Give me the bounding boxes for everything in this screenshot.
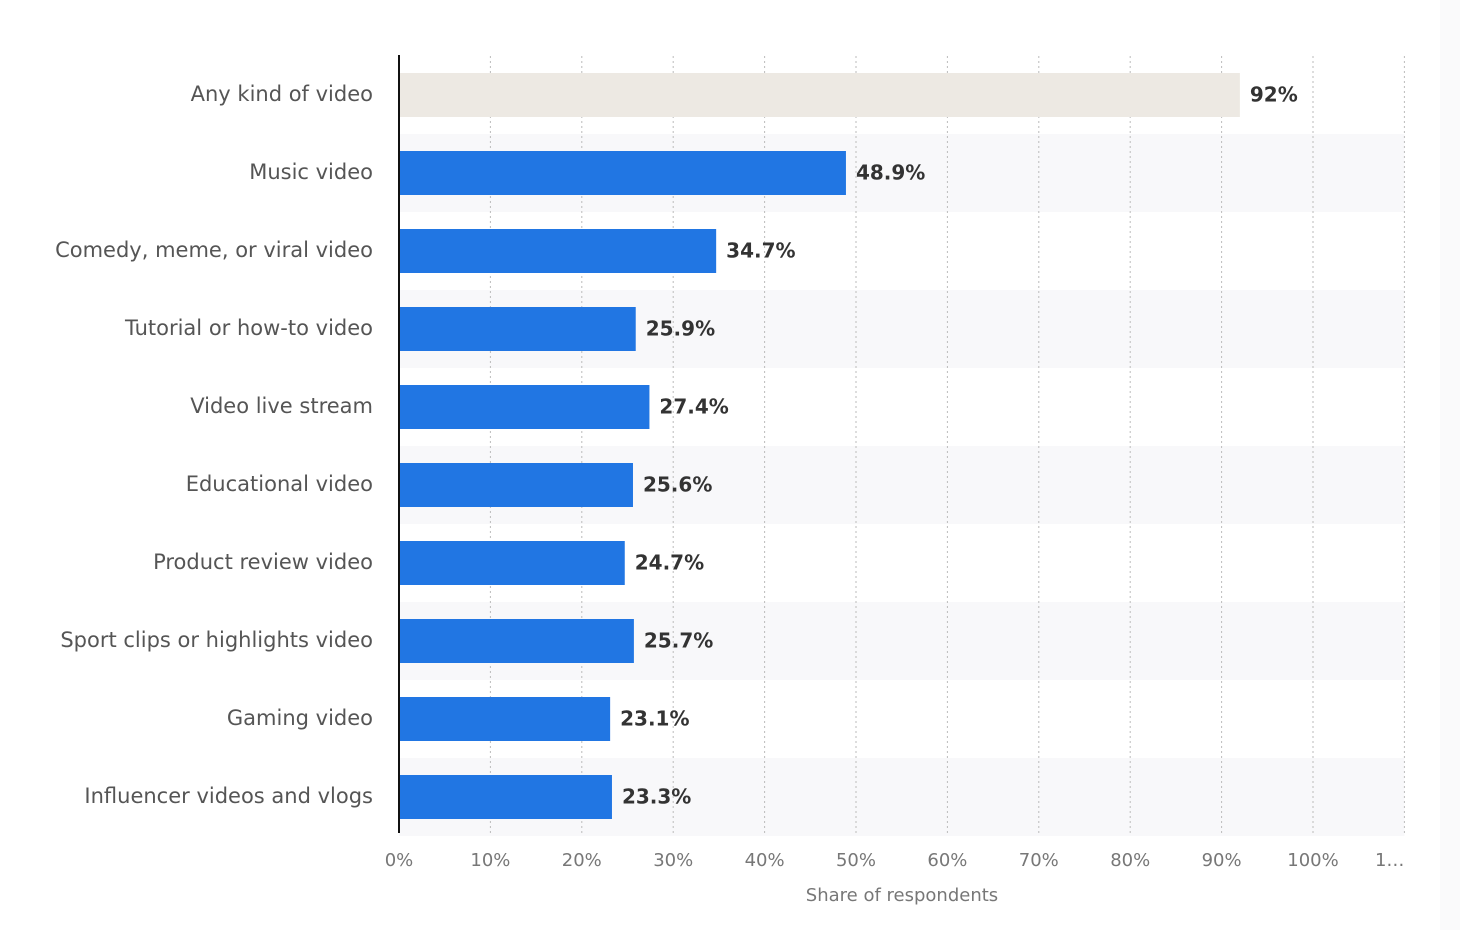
value-label: 25.7% (644, 629, 713, 653)
bar (399, 541, 625, 585)
x-tick-label: 40% (745, 850, 785, 871)
value-label: 24.7% (635, 551, 704, 575)
x-tick-label: 80% (1110, 850, 1150, 871)
value-label: 23.3% (622, 785, 691, 809)
x-tick-label: 0% (385, 850, 414, 871)
x-tick-label: 30% (653, 850, 693, 871)
bar (399, 229, 717, 273)
y-tick-label: Influencer videos and vlogs (84, 784, 373, 808)
value-label: 34.7% (726, 239, 795, 263)
x-tick-label: 20% (562, 850, 602, 871)
y-tick-label: Tutorial or how-to video (124, 316, 373, 340)
y-tick-label: Video live stream (190, 394, 373, 418)
y-tick-label: Gaming video (227, 706, 373, 730)
y-tick-label: Product review video (153, 550, 373, 574)
value-label: 25.9% (646, 317, 715, 341)
bar (399, 619, 634, 663)
value-label: 48.9% (856, 161, 925, 185)
x-tick-label: 50% (836, 850, 876, 871)
value-label: 23.1% (620, 707, 689, 731)
x-tick-label: 100% (1287, 850, 1338, 871)
side-panel (1440, 0, 1460, 930)
value-label: 27.4% (659, 395, 728, 419)
y-tick-label: Music video (249, 160, 373, 184)
y-tick-label: Educational video (186, 472, 373, 496)
bar (399, 385, 650, 429)
x-tick-label: 10% (470, 850, 510, 871)
bar (399, 73, 1240, 117)
y-tick-label: Sport clips or highlights video (60, 628, 373, 652)
y-tick-label: Comedy, meme, or viral video (55, 238, 373, 262)
x-tick-label: 60% (927, 850, 967, 871)
bar (399, 463, 633, 507)
x-axis-label: Share of respondents (806, 885, 998, 906)
value-label: 25.6% (643, 473, 712, 497)
bar (399, 775, 612, 819)
x-tick-label: 1… (1375, 850, 1404, 871)
bar (399, 697, 611, 741)
bar (399, 307, 636, 351)
x-tick-label: 70% (1019, 850, 1059, 871)
bar (399, 151, 846, 195)
value-label: 92% (1250, 83, 1298, 107)
x-tick-label: 90% (1202, 850, 1242, 871)
y-tick-label: Any kind of video (191, 82, 373, 106)
